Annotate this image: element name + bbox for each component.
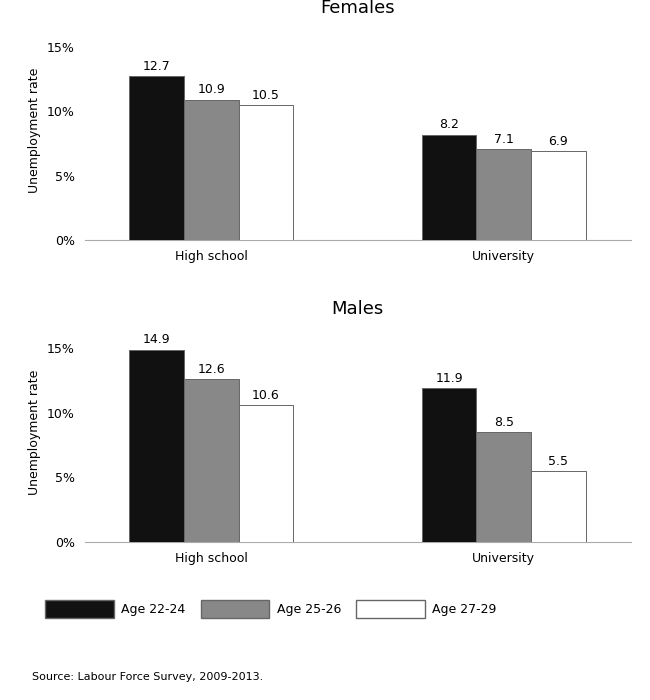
Bar [129,350,184,542]
Y-axis label: Unemployment rate: Unemployment rate [29,68,42,193]
Bar [422,134,476,240]
Text: 11.9: 11.9 [436,372,463,385]
Text: Source: Labour Force Survey, 2009-2013.: Source: Labour Force Survey, 2009-2013. [32,673,264,682]
Text: 8.2: 8.2 [439,118,459,132]
Bar [531,471,586,542]
Bar [531,151,586,240]
Bar [184,379,239,542]
Bar [239,405,293,542]
Bar [184,99,239,240]
Text: 5.5: 5.5 [549,455,568,468]
Bar [129,76,184,240]
Text: 12.7: 12.7 [143,60,170,74]
Text: 10.6: 10.6 [252,389,280,402]
Text: 12.6: 12.6 [198,363,225,376]
Text: 14.9: 14.9 [143,333,170,346]
Title: Females: Females [320,0,395,17]
Bar [476,432,531,542]
Text: 8.5: 8.5 [494,416,514,429]
Y-axis label: Unemployment rate: Unemployment rate [29,370,42,495]
Text: 6.9: 6.9 [549,135,568,148]
Bar [422,389,476,542]
Text: 10.9: 10.9 [198,83,225,97]
Bar [239,105,293,240]
Title: Males: Males [332,300,384,318]
Legend: Age 22-24, Age 25-26, Age 27-29: Age 22-24, Age 25-26, Age 27-29 [39,594,503,624]
Text: 7.1: 7.1 [494,132,514,146]
Text: 10.5: 10.5 [252,89,280,102]
Bar [476,148,531,240]
